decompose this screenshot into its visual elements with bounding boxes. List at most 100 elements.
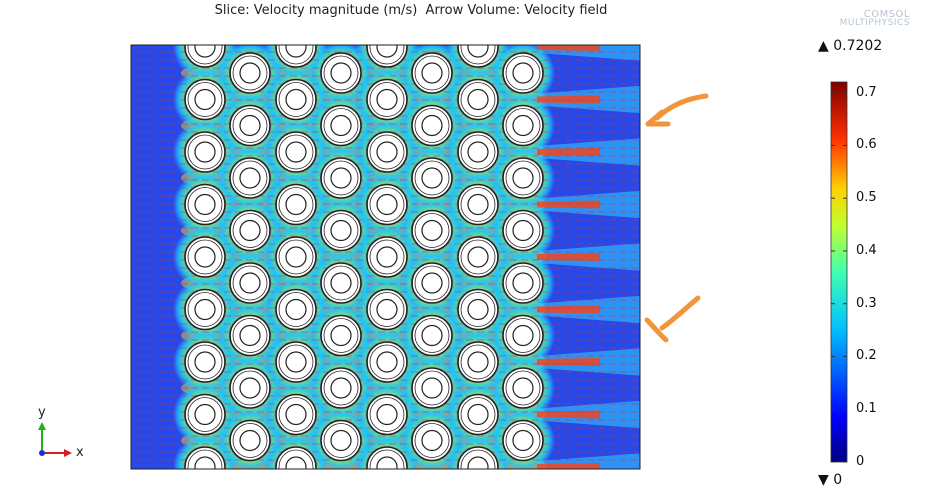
- colorbar-min-label: ▼ 0: [818, 472, 842, 488]
- cylinder: [411, 262, 453, 304]
- wake-core: [537, 358, 600, 366]
- cylinder-inner: [421, 324, 443, 347]
- cylinder-inner: [376, 351, 398, 373]
- cylinder-ring: [278, 187, 314, 222]
- cylinder: [457, 236, 499, 278]
- cylinder-ring: [460, 449, 496, 469]
- x-axis-arrowhead: [64, 449, 72, 457]
- cylinder: [184, 131, 226, 173]
- cylinder: [366, 45, 408, 68]
- y-axis-label: y: [38, 405, 46, 420]
- cylinder-inner: [194, 45, 216, 58]
- cylinder-inner: [285, 403, 307, 426]
- cylinder-ring: [278, 239, 314, 275]
- cylinder: [411, 419, 453, 462]
- comsol-logo: COMSOL MULTIPHYSICS: [818, 10, 910, 28]
- cylinder: [502, 157, 544, 199]
- cylinder: [184, 78, 226, 121]
- gap-jet: [371, 489, 403, 497]
- cylinder-ring: [369, 45, 405, 65]
- colorbar-tick-label: 0.7: [856, 84, 877, 100]
- gap-jet-glow: [181, 485, 229, 497]
- cylinder: [502, 52, 544, 94]
- cylinder: [275, 45, 317, 68]
- cylinder: [184, 393, 226, 436]
- cylinder: [366, 446, 408, 469]
- cylinder-ring: [414, 160, 450, 196]
- cylinder-inner: [330, 377, 352, 399]
- cylinder: [275, 341, 317, 383]
- cylinder-ring: [278, 397, 314, 432]
- wake-core: [537, 253, 600, 261]
- cylinder-inner: [330, 219, 352, 242]
- cylinder: [366, 341, 408, 383]
- cylinder-inner: [467, 193, 489, 216]
- lower-arrow-head: [644, 317, 669, 343]
- cylinder-inner: [421, 114, 443, 137]
- cylinder: [229, 262, 271, 304]
- gap-jet-glow: [272, 485, 320, 497]
- cylinder: [229, 157, 271, 199]
- cylinder-ring: [369, 292, 405, 327]
- cylinder: [320, 314, 362, 357]
- cylinder-ring: [505, 318, 541, 353]
- cylinder: [320, 52, 362, 94]
- cylinder-inner: [376, 403, 398, 426]
- cylinder-inner: [512, 377, 534, 399]
- cylinder-inner: [194, 456, 216, 469]
- cylinder: [275, 288, 317, 331]
- cylinder-inner: [376, 246, 398, 268]
- cylinder-ring: [278, 344, 314, 380]
- cylinder-ring: [232, 318, 268, 353]
- cylinder-inner: [467, 351, 489, 373]
- cylinder-inner: [285, 141, 307, 163]
- colorbar-min-value: 0: [833, 472, 843, 488]
- cylinder-ring: [505, 265, 541, 301]
- cylinder-ring: [187, 449, 223, 469]
- cylinder-array: [184, 45, 544, 469]
- cylinder-inner: [512, 219, 534, 242]
- cylinder: [502, 104, 544, 147]
- cylinder: [275, 183, 317, 226]
- cylinder-ring: [460, 292, 496, 327]
- cylinder-inner: [421, 429, 443, 452]
- cylinder-ring: [505, 423, 541, 458]
- cylinder: [366, 78, 408, 121]
- cylinder-inner: [330, 324, 352, 347]
- gap-jet: [280, 489, 312, 497]
- cylinder-ring: [232, 213, 268, 248]
- cylinder: [275, 393, 317, 436]
- cylinder-ring: [232, 55, 268, 91]
- cylinder: [229, 314, 271, 357]
- upper-orange-arrow: [645, 93, 709, 127]
- cylinder-ring: [323, 160, 359, 196]
- cylinder-ring: [323, 265, 359, 301]
- z-axis-dot: [39, 450, 45, 456]
- cylinder: [502, 419, 544, 462]
- cylinder: [457, 393, 499, 436]
- cylinder-inner: [421, 219, 443, 242]
- cylinder: [457, 446, 499, 469]
- cylinder-ring: [414, 108, 450, 143]
- cylinder-inner: [239, 377, 261, 399]
- cylinder-inner: [330, 429, 352, 452]
- cylinder-inner: [376, 45, 398, 58]
- cylinder-inner: [512, 114, 534, 137]
- gap-jet: [189, 489, 221, 497]
- cylinder-ring: [505, 370, 541, 406]
- domain-border: [130, 44, 641, 470]
- upper-arrow-shaft: [654, 93, 709, 121]
- cylinder-ring: [414, 55, 450, 91]
- cylinder-ring: [323, 55, 359, 91]
- cylinder: [229, 419, 271, 462]
- plot-title: Slice: Velocity magnitude (m/s) Arrow Vo…: [214, 3, 608, 18]
- cylinder-inner: [421, 62, 443, 84]
- cylinder: [320, 419, 362, 462]
- cylinder-inner: [330, 167, 352, 189]
- cylinder: [502, 314, 544, 357]
- cylinder-ring: [232, 265, 268, 301]
- logo-line-1: COMSOL: [863, 9, 910, 20]
- cylinder-ring: [369, 449, 405, 469]
- colorbar-max-label: ▲ 0.7202: [818, 38, 882, 54]
